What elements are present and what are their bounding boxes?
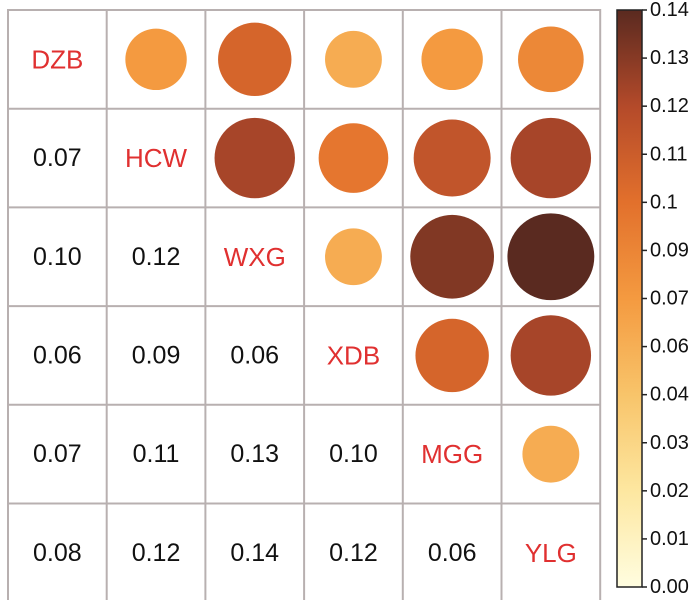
diagonal-variable-labels: DZB HCW WXG XDB MGG YLG — [31, 44, 577, 568]
corr-circle-xdb-mgg — [415, 318, 489, 393]
corr-value-mgg-xdb: 0.10 — [329, 440, 378, 468]
corr-value-hcw-dzb: 0.07 — [33, 144, 82, 172]
colorbar-tick-label: 0.12 — [650, 95, 689, 117]
variable-label-hcw: HCW — [125, 143, 188, 173]
corr-value-xdb-hcw: 0.09 — [132, 341, 181, 369]
colorbar-tick-label: 0.02 — [650, 480, 689, 502]
colorbar-tick-label: 0.06 — [650, 336, 689, 358]
corr-circle-dzb-xdb — [325, 30, 382, 88]
lower-triangle-values: 0.07 0.10 0.12 0.06 0.09 0.06 0.07 0.11 0.13 0.10… — [33, 144, 476, 567]
colorbar: 0.00 0.01 0.02 0.03 0.04 0.06 0.07 0.09 0.1 0.11 0… — [616, 0, 689, 598]
corr-circle-hcw-ylg — [510, 117, 592, 199]
colorbar-tick-label: 0.04 — [650, 384, 689, 406]
corr-circle-hcw-wxg — [214, 117, 295, 199]
corr-circle-dzb-hcw — [125, 28, 187, 91]
corr-value-ylg-mgg: 0.06 — [428, 539, 477, 567]
corr-circle-wxg-xdb — [325, 228, 382, 286]
corr-circle-wxg-mgg — [410, 214, 494, 299]
corr-value-mgg-wxg: 0.13 — [230, 440, 279, 468]
colorbar-tick-label: 0.11 — [650, 143, 687, 165]
colorbar-tick-label: 0.00 — [650, 576, 689, 598]
colorbar-tick-label: 0.14 — [650, 0, 689, 21]
corr-value-ylg-dzb: 0.08 — [33, 539, 82, 567]
corr-value-xdb-dzb: 0.06 — [33, 341, 82, 369]
corr-value-wxg-dzb: 0.10 — [33, 243, 82, 271]
variable-label-mgg: MGG — [421, 439, 483, 469]
corr-value-ylg-xdb: 0.12 — [329, 539, 378, 567]
colorbar-tick-label: 0.01 — [650, 528, 689, 550]
corr-circle-hcw-xdb — [318, 123, 389, 193]
colorbar-gradient — [616, 9, 643, 588]
corr-circle-dzb-mgg — [421, 28, 483, 91]
matrix-grid — [7, 9, 602, 600]
corr-value-ylg-wxg: 0.14 — [230, 539, 279, 567]
upper-triangle-circles — [125, 22, 595, 483]
colorbar-tick-label: 0.03 — [650, 432, 689, 454]
corr-circle-dzb-ylg — [518, 26, 584, 93]
corr-circle-xdb-ylg — [510, 315, 592, 396]
corr-circle-hcw-mgg — [413, 119, 491, 197]
corr-value-mgg-dzb: 0.07 — [33, 440, 82, 468]
corr-value-ylg-hcw: 0.12 — [132, 539, 181, 567]
colorbar-tick-label: 0.09 — [650, 239, 689, 261]
colorbar-tick-label: 0.07 — [650, 288, 689, 310]
corr-circle-wxg-ylg — [507, 213, 595, 301]
variable-label-xdb: XDB — [327, 340, 380, 370]
variable-label-dzb: DZB — [31, 44, 83, 74]
variable-label-ylg: YLG — [525, 538, 577, 568]
corr-value-wxg-hcw: 0.12 — [132, 243, 181, 271]
colorbar-tick-label: 0.1 — [650, 191, 678, 213]
corr-circle-mgg-ylg — [522, 425, 580, 483]
variable-label-wxg: WXG — [224, 242, 286, 272]
corr-value-mgg-hcw: 0.11 — [133, 440, 180, 468]
corr-circle-dzb-wxg — [218, 22, 292, 97]
corr-value-xdb-wxg: 0.06 — [230, 341, 279, 369]
colorbar-tick-label: 0.13 — [650, 47, 689, 69]
